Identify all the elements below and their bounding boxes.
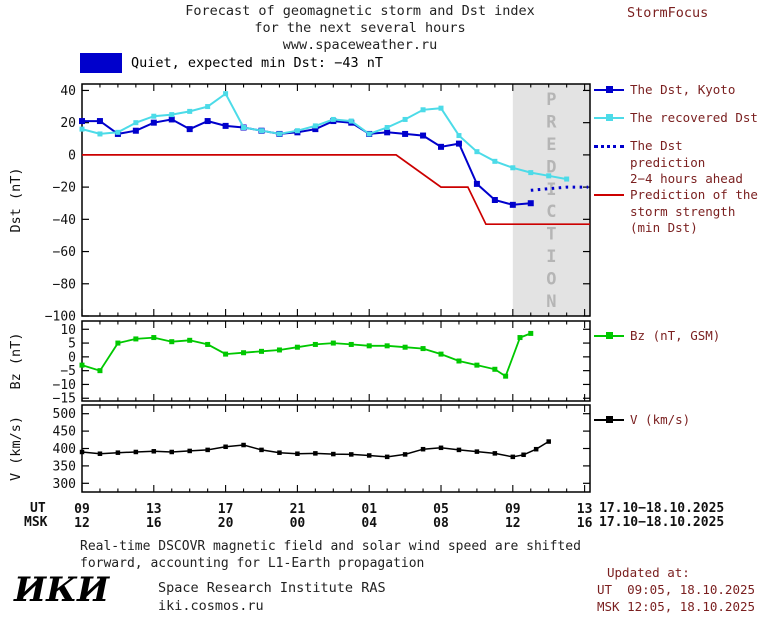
svg-text:12: 12 [505, 516, 521, 531]
svg-text:500: 500 [53, 407, 76, 422]
svg-text:0: 0 [68, 148, 76, 163]
svg-text:−100: −100 [45, 310, 76, 325]
legend-recovered-dst: The recovered Dst [594, 110, 758, 127]
title-line2: for the next several hours [254, 20, 466, 36]
svg-text:17: 17 [218, 502, 234, 517]
legend-label: The recovered Dst [630, 110, 758, 125]
svg-text:−15: −15 [53, 392, 76, 407]
svg-text:00: 00 [290, 516, 306, 531]
svg-text:Bz (nT): Bz (nT) [8, 333, 24, 390]
svg-text:N: N [546, 292, 556, 312]
svg-text:13: 13 [577, 502, 593, 517]
svg-text:−60: −60 [53, 245, 76, 260]
svg-text:Dst (nT): Dst (nT) [8, 167, 24, 232]
legend-line: Prediction of the [630, 187, 758, 202]
svg-text:13: 13 [146, 502, 162, 517]
legend-line: The Dst prediction [630, 138, 706, 170]
legend-v: V (km/s) [594, 412, 690, 429]
footnote-line1: Real-time DSCOVR magnetic field and sola… [80, 539, 581, 554]
msk-date-range: 17.10−18.10.2025 [599, 515, 725, 530]
svg-text:20: 20 [60, 116, 76, 131]
msk-row-label: MSK [24, 515, 48, 530]
svg-text:−5: −5 [60, 364, 76, 379]
dst-kyoto-marker-icon [594, 82, 624, 98]
svg-text:−10: −10 [53, 378, 76, 393]
svg-text:08: 08 [433, 516, 449, 531]
svg-text:16: 16 [146, 516, 162, 531]
svg-text:01: 01 [361, 502, 377, 517]
legend-label: The Dst prediction 2−4 hours ahead [630, 138, 760, 188]
quiet-level-swatch-icon [80, 53, 122, 73]
svg-text:E: E [546, 135, 556, 155]
svg-text:V (km/s): V (km/s) [8, 416, 24, 481]
svg-text:O: O [546, 270, 556, 290]
svg-text:300: 300 [53, 477, 76, 492]
svg-text:I: I [546, 247, 556, 267]
legend-bz: Bz (nT, GSM) [594, 328, 720, 345]
svg-text:16: 16 [577, 516, 593, 531]
svg-text:04: 04 [361, 516, 377, 531]
svg-text:D: D [546, 157, 556, 177]
updated-label: Updated at: [607, 565, 690, 580]
legend-label: V (km/s) [630, 412, 691, 427]
dst-prediction-marker-icon [594, 138, 624, 154]
url-spaceweather: www.spaceweather.ru [282, 37, 438, 53]
v-marker-icon [594, 412, 624, 428]
url-iki: iki.cosmos.ru [158, 598, 264, 614]
svg-text:400: 400 [53, 442, 76, 457]
updated-ut: UT 09:05, 18.10.2025 [597, 582, 756, 597]
legend-line: (min Dst) [630, 220, 698, 235]
svg-text:12: 12 [74, 516, 90, 531]
storm-prediction-marker-icon [594, 187, 624, 203]
svg-text:−80: −80 [53, 277, 76, 292]
legend-label: Prediction of the storm strength (min Ds… [630, 187, 758, 237]
svg-text:40: 40 [60, 84, 76, 99]
status-text: Quiet, expected min Dst: −43 nT [131, 55, 383, 71]
svg-text:T: T [546, 225, 556, 245]
legend-label: The Dst, Kyoto [630, 82, 736, 97]
svg-text:350: 350 [53, 459, 76, 474]
updated-msk: MSK 12:05, 18.10.2025 [597, 599, 756, 614]
svg-text:C: C [546, 202, 556, 222]
svg-text:0: 0 [68, 350, 76, 365]
svg-text:09: 09 [74, 502, 90, 517]
svg-text:21: 21 [290, 502, 306, 517]
recovered-dst-marker-icon [594, 110, 624, 126]
legend-dst-kyoto: The Dst, Kyoto [594, 82, 735, 99]
ut-row-label: UT [30, 501, 46, 516]
svg-text:05: 05 [433, 502, 449, 517]
institute-name: Space Research Institute RAS [158, 580, 386, 596]
svg-text:450: 450 [53, 425, 76, 440]
legend-dst-prediction: The Dst prediction 2−4 hours ahead [594, 138, 760, 188]
svg-text:10: 10 [60, 323, 76, 338]
title-line1: Forecast of geomagnetic storm and Dst in… [185, 3, 535, 19]
iki-logo: ИКИ [14, 570, 110, 610]
brand-stormfocus: StormFocus [627, 5, 709, 21]
svg-text:09: 09 [505, 502, 521, 517]
legend-label: Bz (nT, GSM) [630, 328, 721, 343]
svg-text:20: 20 [218, 516, 234, 531]
status-bar: Quiet, expected min Dst: −43 nT [80, 53, 383, 73]
ut-date-range: 17.10−18.10.2025 [599, 501, 725, 516]
svg-text:−20: −20 [53, 181, 76, 196]
legend-line: storm strength [630, 203, 736, 219]
svg-text:R: R [546, 112, 557, 132]
svg-text:I: I [546, 180, 556, 200]
bz-marker-icon [594, 328, 624, 344]
svg-text:P: P [546, 90, 556, 110]
legend-storm-prediction: Prediction of the storm strength (min Ds… [594, 187, 758, 237]
legend-line: 2−4 hours ahead [630, 171, 743, 186]
footnote-line2: forward, accounting for L1-Earth propaga… [80, 556, 425, 571]
svg-text:−40: −40 [53, 213, 76, 228]
page-title: Forecast of geomagnetic storm and Dst in… [40, 3, 680, 54]
svg-text:5: 5 [68, 337, 76, 352]
